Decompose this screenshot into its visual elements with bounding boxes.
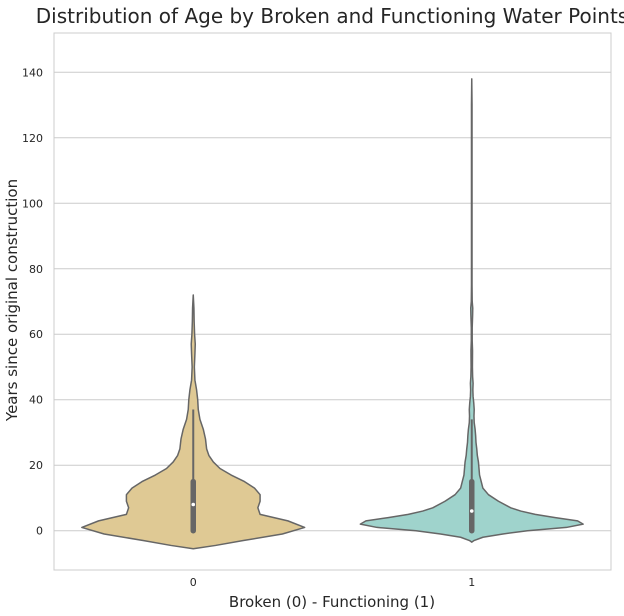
plot-frame [53, 32, 612, 571]
median-dot-0 [191, 502, 196, 507]
y-tick-label: 140 [22, 66, 43, 79]
y-tick-label: 60 [29, 328, 43, 341]
violins [81, 78, 584, 550]
y-tick-label: 80 [29, 263, 43, 276]
median-dot-1 [469, 509, 474, 513]
y-tick-label: 40 [29, 394, 43, 407]
violin-1 [359, 78, 584, 543]
grid-lines [54, 71, 611, 532]
x-axis-label: Broken (0) - Functioning (1) [229, 593, 435, 611]
y-tick-label: 0 [36, 525, 43, 538]
y-tick-label: 120 [22, 132, 43, 145]
x-tick-label: 0 [190, 576, 197, 589]
y-axis-label: Years since original construction [3, 179, 21, 422]
y-tick-label: 100 [22, 197, 43, 210]
y-tick-labels: 0 20 40 60 80 100 120 140 [22, 66, 43, 537]
y-tick-label: 20 [29, 459, 43, 472]
chart-title: Distribution of Age by Broken and Functi… [36, 4, 624, 28]
x-tick-label: 1 [468, 576, 475, 589]
